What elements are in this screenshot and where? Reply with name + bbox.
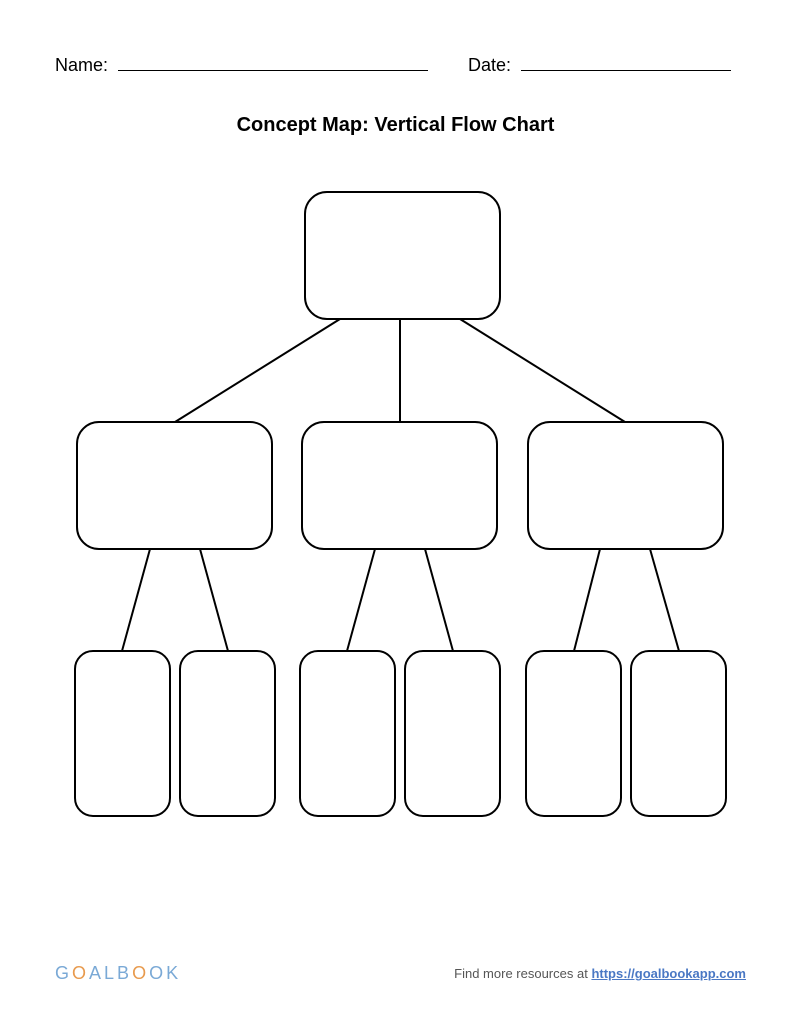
flowchart-node-l4 (405, 651, 500, 816)
goalbook-logo: GOALBOOK (55, 963, 181, 984)
flowchart-edge (122, 549, 150, 651)
flowchart-edge (650, 549, 679, 651)
flowchart-node-m3 (528, 422, 723, 549)
header-fields: Name: Date: (0, 0, 791, 76)
flowchart-edge (574, 549, 600, 651)
flowchart-node-l2 (180, 651, 275, 816)
flowchart-node-m1 (77, 422, 272, 549)
date-input-line[interactable] (521, 70, 731, 71)
footer: GOALBOOK Find more resources at https://… (0, 963, 791, 984)
logo-accent-icon: O (132, 963, 149, 983)
flowchart-node-root (305, 192, 500, 319)
flowchart-edge (425, 549, 453, 651)
resources-link[interactable]: https://goalbookapp.com (591, 966, 746, 981)
name-input-line[interactable] (118, 70, 428, 71)
flowchart-node-l5 (526, 651, 621, 816)
logo-accent-icon: O (72, 963, 89, 983)
flowchart-svg (0, 157, 791, 857)
flowchart-node-l3 (300, 651, 395, 816)
flowchart-node-l6 (631, 651, 726, 816)
footer-resources: Find more resources at https://goalbooka… (454, 966, 746, 981)
date-label: Date: (468, 55, 511, 76)
flowchart-edge (175, 319, 340, 422)
flowchart-node-m2 (302, 422, 497, 549)
name-label: Name: (55, 55, 108, 76)
flowchart-edge (347, 549, 375, 651)
page-title: Concept Map: Vertical Flow Chart (0, 114, 791, 137)
flowchart-node-l1 (75, 651, 170, 816)
concept-map-diagram (0, 157, 791, 857)
flowchart-edge (460, 319, 625, 422)
flowchart-edge (200, 549, 228, 651)
